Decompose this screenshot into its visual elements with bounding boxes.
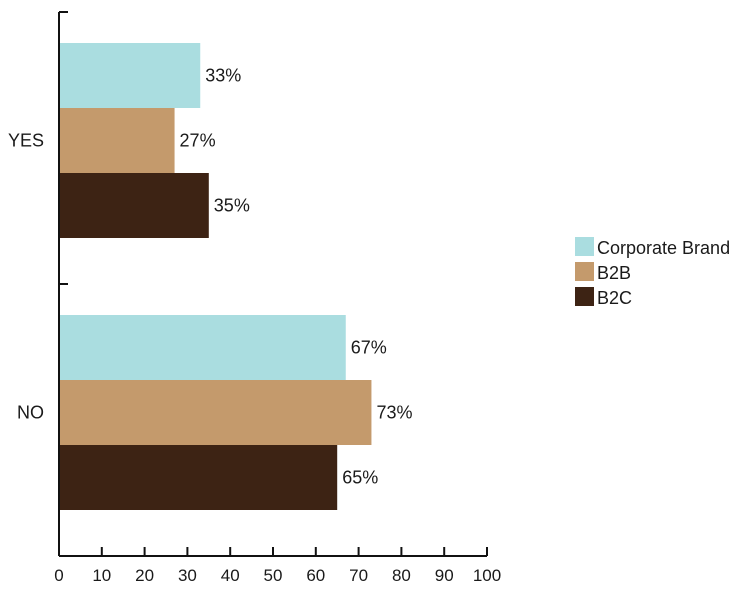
x-tick-label: 30 [178, 566, 197, 585]
y-category-label: YES [8, 131, 44, 151]
x-tick-label: 0 [54, 566, 63, 585]
x-tick-label: 100 [473, 566, 501, 585]
legend-swatch [575, 237, 594, 256]
legend-label: B2C [597, 288, 632, 308]
bar-no-b2b [59, 380, 372, 445]
x-tick-label: 20 [135, 566, 154, 585]
bar-yes-b2c [59, 173, 209, 238]
y-category-label: NO [17, 403, 44, 423]
data-label: 35% [214, 196, 250, 216]
x-tick-label: 70 [349, 566, 368, 585]
legend-label: B2B [597, 263, 631, 283]
legend: Corporate Brand B2B B2C [575, 237, 730, 308]
legend-label: Corporate Brand [597, 238, 730, 258]
data-label: 65% [342, 468, 378, 488]
x-tick-label: 40 [221, 566, 240, 585]
data-label: 73% [376, 403, 412, 423]
legend-swatch [575, 287, 594, 306]
x-tick-label: 90 [435, 566, 454, 585]
data-label: 27% [180, 131, 216, 151]
bar-no-b2c [59, 445, 338, 510]
bar-yes-b2b [59, 108, 175, 173]
bar-yes-corporate-brand [59, 43, 201, 108]
x-tick-label: 50 [264, 566, 283, 585]
bar-no-corporate-brand [59, 315, 346, 380]
legend-swatch [575, 262, 594, 281]
data-label: 33% [205, 66, 241, 86]
x-tick-label: 60 [306, 566, 325, 585]
axes-group: 0 10 20 30 40 50 60 70 80 90 100 YES NO [8, 11, 501, 585]
x-tick-label: 10 [92, 566, 111, 585]
data-label: 67% [351, 338, 387, 358]
x-tick-label: 80 [392, 566, 411, 585]
data-labels-group: 33% 27% 35% 67% 73% 65% [180, 66, 413, 488]
bars-group [59, 43, 372, 510]
